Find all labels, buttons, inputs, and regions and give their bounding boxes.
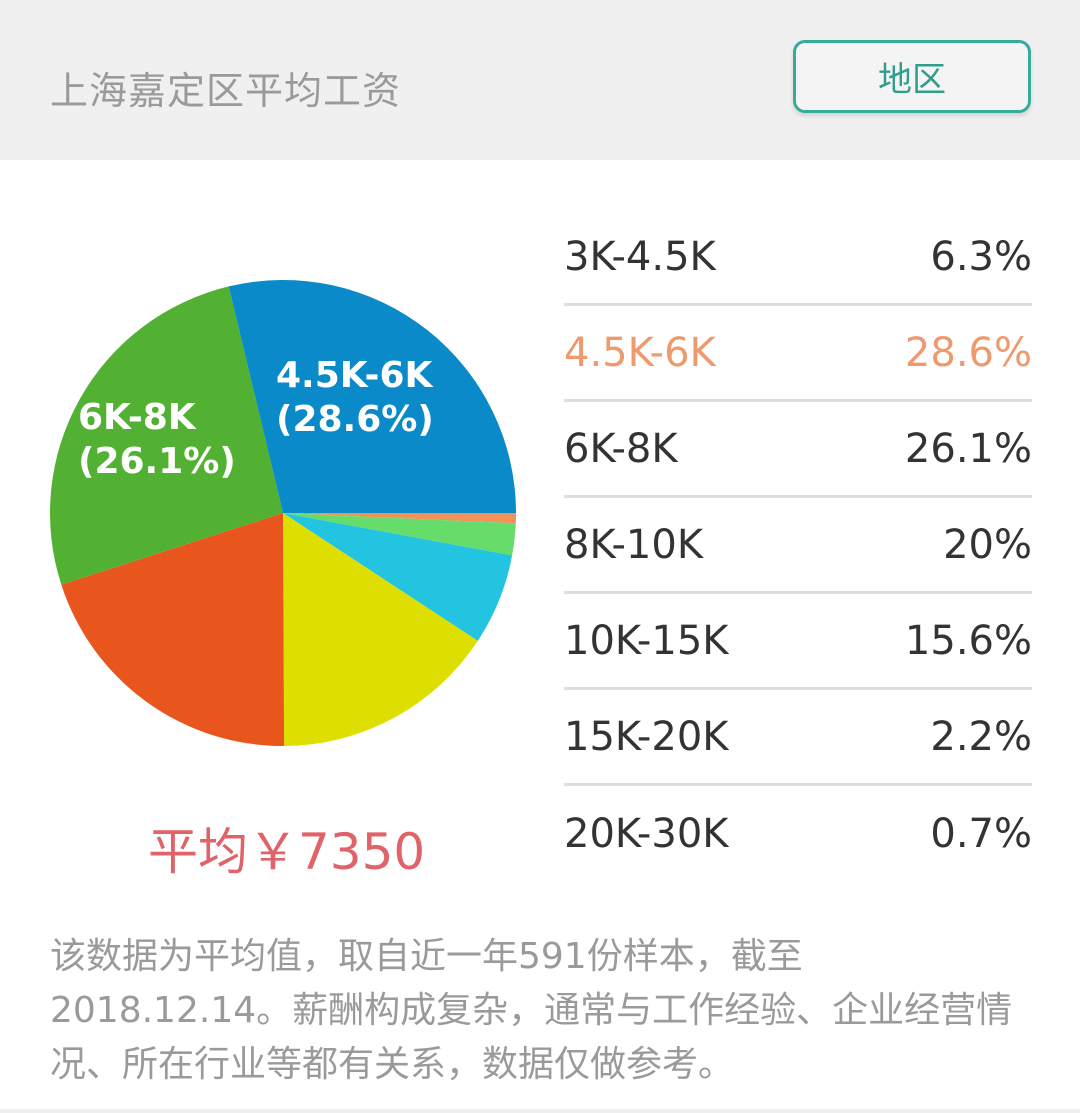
salary-legend: 3K-4.5K 6.3% 4.5K-6K 28.6% 6K-8K 26.1% 8K-1… — [564, 210, 1032, 882]
pie-label-range: 4.5K-6K — [276, 355, 433, 396]
pie-slice-15K-20K — [283, 513, 516, 556]
legend-percent: 28.6% — [904, 329, 1032, 376]
data-disclaimer: 该数据为平均值，取自近一年591份样本，截至2018.12.14。薪酬构成复杂，… — [50, 936, 1013, 1085]
legend-range: 20K-30K — [564, 811, 729, 857]
legend-percent: 26.1% — [904, 425, 1032, 472]
pie-slice-3K-4.5K — [283, 513, 513, 641]
divider — [0, 1109, 1080, 1113]
legend-percent: 6.3% — [930, 233, 1032, 280]
legend-percent: 20% — [943, 521, 1032, 568]
legend-range: 3K-4.5K — [564, 233, 716, 280]
legend-row: 8K-10K 20% — [564, 498, 1032, 594]
region-button[interactable]: 地区 — [793, 40, 1031, 113]
pie-slice-20K-30K — [283, 513, 516, 524]
legend-percent: 0.7% — [930, 811, 1032, 857]
legend-row: 20K-30K 0.7% — [564, 786, 1032, 882]
pie-slice-8K-10K — [61, 513, 285, 746]
pie-label-percent: (28.6%) — [276, 399, 434, 440]
legend-row: 6K-8K 26.1% — [564, 402, 1032, 498]
pie-slice-6K-8K — [49, 286, 284, 585]
legend-row: 4.5K-6K 28.6% — [564, 306, 1032, 402]
salary-pie-chart: 4.5K-6K (28.6%) 6K-8K (26.1%) — [40, 270, 530, 760]
header: 上海嘉定区平均工资 地区 — [0, 0, 1080, 160]
legend-row: 10K-15K 15.6% — [564, 594, 1032, 690]
pie-svg — [49, 280, 516, 746]
legend-percent: 2.2% — [930, 713, 1032, 760]
page-title: 上海嘉定区平均工资 — [50, 69, 402, 113]
legend-row: 15K-20K 2.2% — [564, 690, 1032, 786]
legend-range: 10K-15K — [564, 617, 729, 664]
pie-slice-4.5K-6K — [228, 280, 516, 513]
legend-range: 6K-8K — [564, 425, 678, 472]
legend-range: 15K-20K — [564, 713, 729, 760]
legend-row: 3K-4.5K 6.3% — [564, 210, 1032, 306]
average-salary: 平均￥7350 — [148, 823, 426, 881]
legend-range: 8K-10K — [564, 521, 704, 568]
pie-label-4.5k-6k: 4.5K-6K (28.6%) — [276, 354, 434, 442]
legend-percent: 15.6% — [904, 617, 1032, 664]
pie-slice-10K-15K — [283, 513, 478, 746]
pie-label-percent: (26.1%) — [78, 441, 236, 482]
pie-label-6k-8k: 6K-8K (26.1%) — [78, 396, 236, 484]
legend-range: 4.5K-6K — [564, 329, 716, 376]
pie-label-range: 6K-8K — [78, 397, 196, 438]
